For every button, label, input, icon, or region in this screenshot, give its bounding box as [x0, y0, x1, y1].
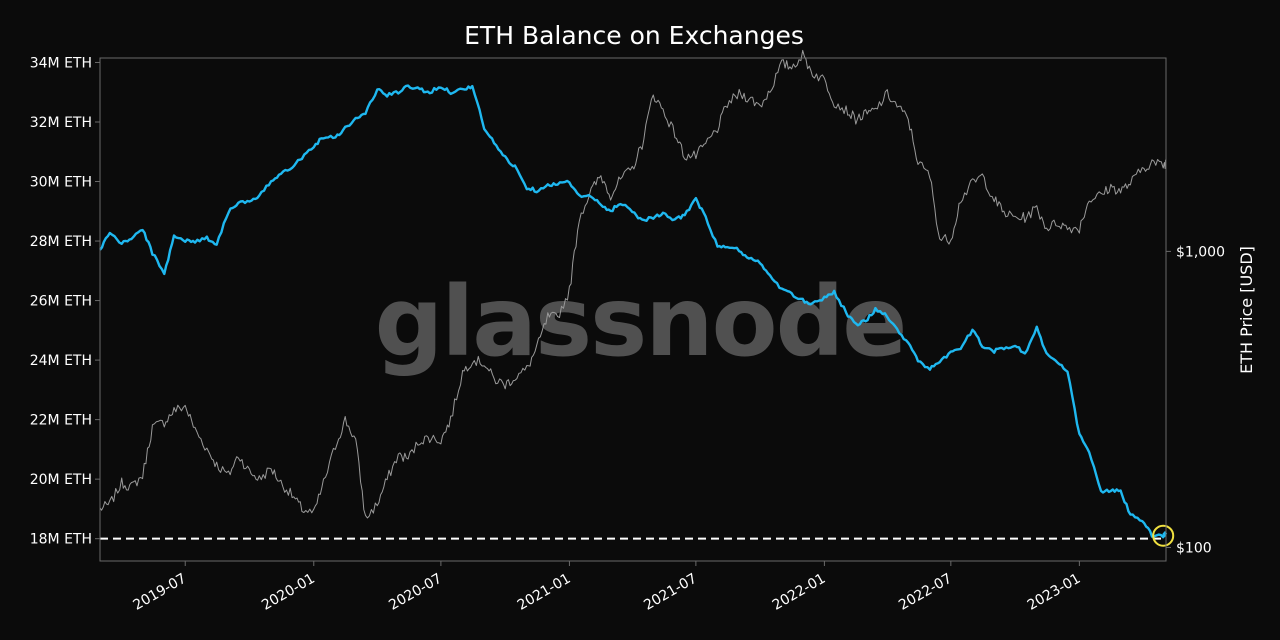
- x-tick-label: 2020-07: [386, 571, 445, 614]
- x-tick-label: 2023-01: [1025, 571, 1084, 614]
- left-tick-label: 18M ETH: [30, 532, 92, 548]
- eth-balance-line: [99, 84, 1168, 539]
- plot-frame: [99, 57, 1167, 562]
- left-axis-ticks: 34M ETH 32M ETH 30M ETH 28M ETH 26M ETH 24M E…: [30, 55, 100, 548]
- left-tick-label: 34M ETH: [30, 55, 92, 71]
- price-series-layer: [99, 49, 1167, 519]
- eth-price-line: [99, 49, 1167, 519]
- x-tick-label: 2021-07: [641, 571, 700, 614]
- right-axis-label: ETH Price [USD]: [1237, 246, 1256, 374]
- highlight-circle: [1152, 524, 1175, 547]
- x-tick-label: 2019-07: [131, 571, 190, 614]
- balance-series-layer: [99, 84, 1168, 539]
- x-axis-ticks: 2019-07 2020-01 2020-07 2021-01 2021-07 2022-…: [131, 561, 1084, 614]
- highlight-layer: [1152, 524, 1175, 547]
- x-tick-label: 2021-01: [515, 571, 574, 614]
- right-axis-ticks: $1,000 $100: [1166, 244, 1225, 556]
- left-tick-label: 28M ETH: [30, 234, 92, 250]
- x-tick-label: 2022-07: [896, 571, 955, 614]
- x-tick-label: 2022-01: [770, 571, 829, 614]
- left-tick-label: 32M ETH: [30, 115, 92, 131]
- left-tick-label: 22M ETH: [30, 413, 92, 429]
- left-tick-label: 24M ETH: [30, 353, 92, 369]
- left-tick-label: 20M ETH: [30, 472, 92, 488]
- chart-title: ETH Balance on Exchanges: [464, 21, 804, 50]
- left-tick-label: 30M ETH: [30, 175, 92, 191]
- right-tick-label: $1,000: [1176, 244, 1225, 260]
- right-tick-label: $100: [1176, 540, 1212, 556]
- glassnode-watermark: glassnode: [375, 266, 906, 378]
- x-tick-label: 2020-01: [259, 571, 318, 614]
- left-tick-label: 26M ETH: [30, 294, 92, 310]
